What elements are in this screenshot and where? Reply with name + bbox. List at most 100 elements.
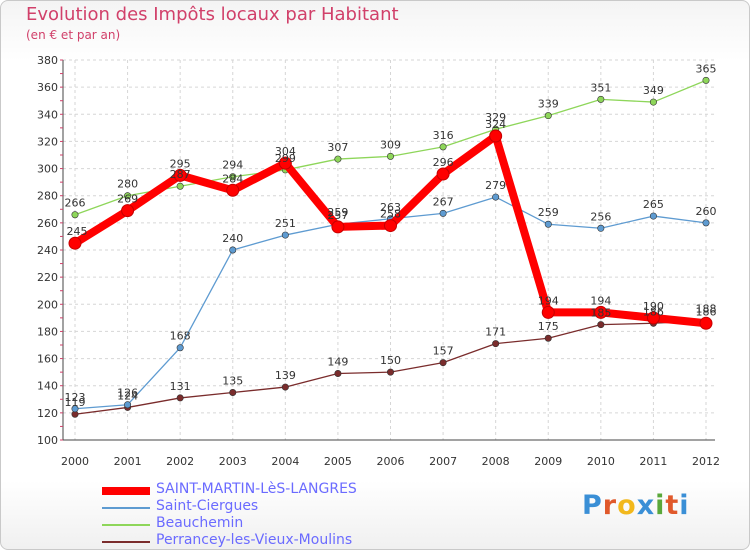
y-tick-label: 240 <box>37 244 58 257</box>
data-point <box>544 334 552 342</box>
y-tick-label: 320 <box>37 135 58 148</box>
data-label: 171 <box>485 326 506 339</box>
logo-letter: t <box>665 490 680 521</box>
y-tick-label: 360 <box>37 81 58 94</box>
data-label: 266 <box>65 197 86 210</box>
data-point <box>124 401 132 409</box>
data-label: 284 <box>222 172 243 185</box>
x-tick-label: 2004 <box>271 455 299 468</box>
data-label: 267 <box>433 195 454 208</box>
proxiti-logo: Proxiti <box>582 490 690 521</box>
x-tick-label: 2010 <box>587 455 615 468</box>
data-label: 245 <box>67 225 88 238</box>
data-point <box>176 394 184 402</box>
legend-item-perrancey: Perrancey-les-Vieux-Moulins <box>100 532 460 552</box>
y-tick-label: 100 <box>37 434 58 447</box>
x-tick-label: 2007 <box>429 455 457 468</box>
logo-letter: i <box>655 490 666 521</box>
data-point <box>489 129 503 143</box>
data-label: 258 <box>380 208 401 221</box>
data-point <box>173 168 187 182</box>
x-tick-label: 2002 <box>166 455 194 468</box>
logo-letter: i <box>679 490 690 521</box>
data-label: 280 <box>117 178 138 191</box>
y-tick-label: 220 <box>37 271 58 284</box>
x-tick-label: 2000 <box>61 455 89 468</box>
y-tick-label: 120 <box>37 407 58 420</box>
x-tick-label: 2009 <box>534 455 562 468</box>
data-label: 265 <box>643 198 664 211</box>
y-tick-label: 160 <box>37 353 58 366</box>
legend-item-saint-ciergues: Saint-Ciergues <box>100 498 460 518</box>
chart-subtitle: (en € et par an) <box>26 28 121 42</box>
data-point <box>281 231 289 239</box>
data-point <box>121 204 135 218</box>
data-label: 135 <box>222 375 243 388</box>
data-label: 123 <box>65 391 86 404</box>
data-label: 296 <box>433 156 454 169</box>
data-label: 175 <box>538 320 559 333</box>
data-point <box>384 219 397 233</box>
legend-swatch <box>102 524 150 526</box>
data-label: 324 <box>485 118 506 131</box>
axes: 100 120 140 160 180 200 220 240 260 280 300 320 340 3… <box>37 54 720 468</box>
data-point <box>492 340 500 348</box>
y-tick-label: 380 <box>37 54 58 67</box>
data-label: 299 <box>275 152 296 165</box>
data-point <box>544 220 552 228</box>
data-label: 257 <box>327 209 348 222</box>
logo-letter: r <box>602 490 618 521</box>
data-label: 365 <box>696 62 717 75</box>
legend-item-saint-martin: SAINT-MARTIN-LèS-LANGRES <box>100 481 460 501</box>
legend-swatch <box>102 487 150 495</box>
logo-letter: x <box>636 490 656 521</box>
data-point <box>699 316 713 330</box>
logo-letter: o <box>617 490 637 521</box>
x-tick-label: 2005 <box>324 455 352 468</box>
data-point <box>439 209 447 217</box>
data-point <box>334 369 342 377</box>
data-point <box>176 182 184 190</box>
data-label: 309 <box>380 138 401 151</box>
data-point <box>386 368 394 376</box>
legend-label: Perrancey-les-Vieux-Moulins <box>156 532 353 548</box>
data-point <box>281 383 289 391</box>
data-label: 186 <box>696 305 717 318</box>
data-point <box>71 211 79 219</box>
data-point <box>176 344 184 352</box>
logo-letter: P <box>582 490 603 521</box>
data-label: 251 <box>275 217 296 230</box>
data-label: 295 <box>170 157 191 170</box>
y-tick-label: 300 <box>37 163 58 176</box>
data-label: 351 <box>590 81 611 94</box>
data-point <box>439 359 447 367</box>
data-point <box>597 95 605 103</box>
data-label: 256 <box>590 210 611 223</box>
y-tick-label: 260 <box>37 217 58 230</box>
data-label: 329 <box>485 111 506 124</box>
grid-lines <box>63 59 715 441</box>
data-label: 168 <box>170 330 191 343</box>
data-label: 126 <box>117 387 138 400</box>
data-point <box>649 98 657 106</box>
data-label: 240 <box>222 232 243 245</box>
data-point <box>594 305 608 319</box>
data-label: 260 <box>696 205 717 218</box>
data-point <box>124 192 132 200</box>
data-label: 119 <box>65 396 86 409</box>
y-tick-label: 280 <box>37 190 58 203</box>
legend-swatch <box>102 507 150 509</box>
chart-title: Evolution des Impôts locaux par Habitant <box>26 4 399 25</box>
data-point <box>646 311 660 325</box>
legend-label: Beauchemin <box>156 515 244 531</box>
x-tick-label: 2011 <box>639 455 667 468</box>
legend: SAINT-MARTIN-LèS-LANGRES Saint-Ciergues … <box>100 481 460 552</box>
series-lines <box>68 76 713 418</box>
data-point <box>331 220 345 234</box>
y-tick-label: 140 <box>37 380 58 393</box>
data-point <box>702 76 710 84</box>
data-label: 269 <box>117 193 138 206</box>
x-tick-label: 2008 <box>482 455 510 468</box>
